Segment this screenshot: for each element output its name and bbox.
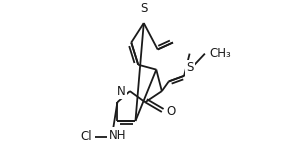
Text: O: O (166, 105, 175, 118)
Text: S: S (140, 2, 147, 15)
Text: S: S (186, 61, 193, 74)
Text: N: N (117, 85, 126, 98)
Text: Cl: Cl (80, 131, 92, 144)
Text: CH₃: CH₃ (209, 47, 231, 60)
Text: NH: NH (109, 129, 126, 142)
